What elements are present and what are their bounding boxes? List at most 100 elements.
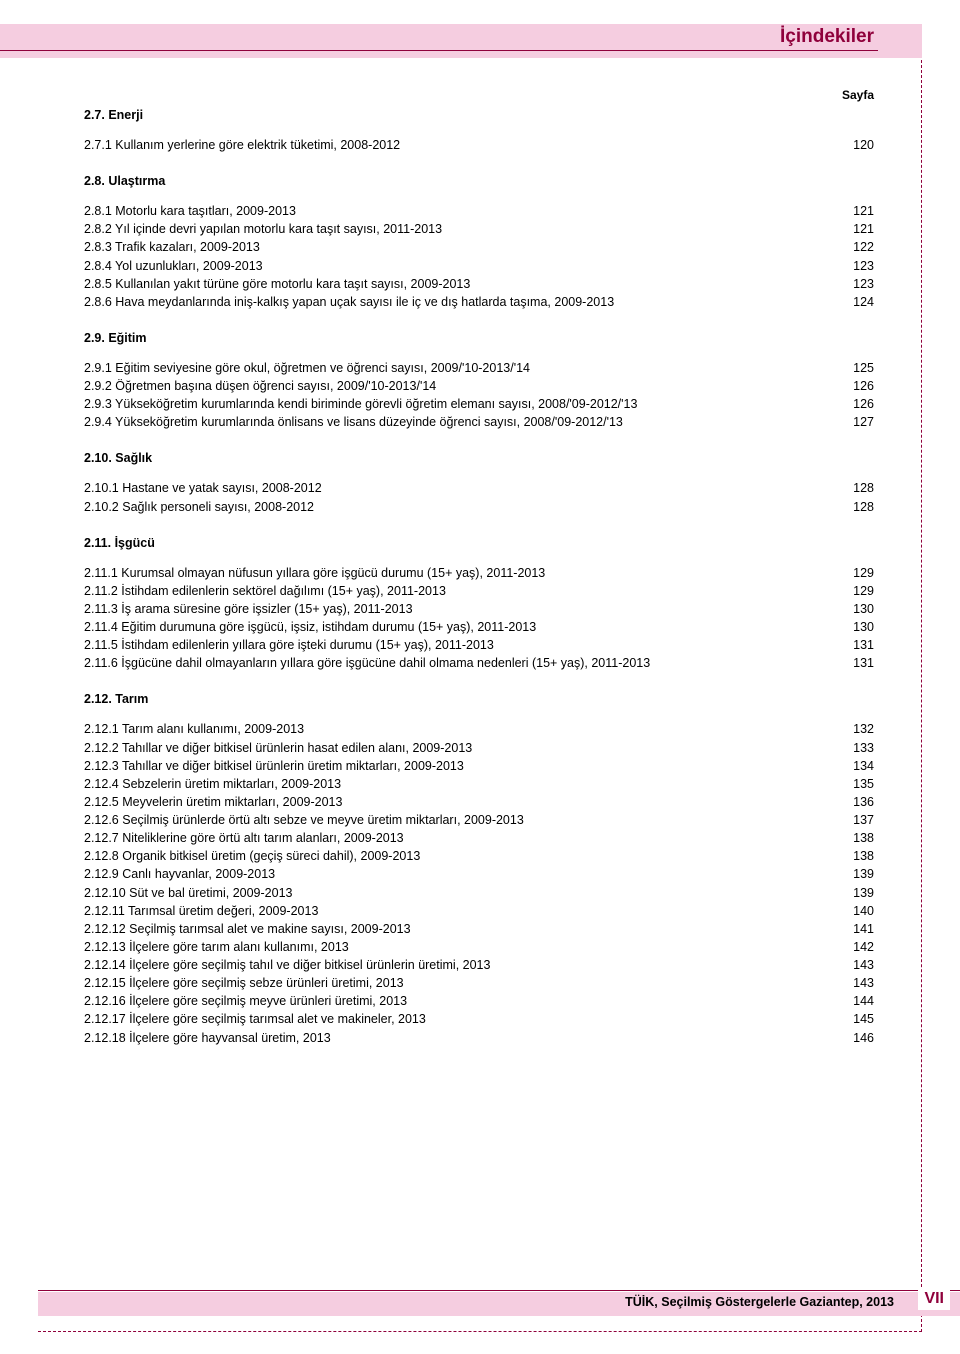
toc-entry: 2.8.3 Trafik kazaları, 2009-2013122 <box>84 238 874 256</box>
toc-entry: 2.10.2 Sağlık personeli sayısı, 2008-201… <box>84 498 874 516</box>
toc-entry-label: 2.8.4 Yol uzunlukları, 2009-2013 <box>84 257 834 275</box>
toc-entry-page: 123 <box>834 257 874 275</box>
toc-entry-label: 2.11.4 Eğitim durumuna göre işgücü, işsi… <box>84 618 834 636</box>
toc-entry-label: 2.12.18 İlçelere göre hayvansal üretim, … <box>84 1029 834 1047</box>
toc-entry-label: 2.11.2 İstihdam edilenlerin sektörel dağ… <box>84 582 834 600</box>
toc-entry: 2.12.9 Canlı hayvanlar, 2009-2013139 <box>84 865 874 883</box>
toc-entry: 2.12.14 İlçelere göre seçilmiş tahıl ve … <box>84 956 874 974</box>
footer-page-number: VII <box>918 1288 950 1310</box>
toc-entry-label: 2.8.3 Trafik kazaları, 2009-2013 <box>84 238 834 256</box>
section-title: 2.12. Tarım <box>84 692 874 706</box>
toc-entry-label: 2.8.2 Yıl içinde devri yapılan motorlu k… <box>84 220 834 238</box>
toc-entry-page: 130 <box>834 618 874 636</box>
toc-entry-label: 2.8.1 Motorlu kara taşıtları, 2009-2013 <box>84 202 834 220</box>
toc-entry-page: 127 <box>834 413 874 431</box>
toc-entry-page: 131 <box>834 636 874 654</box>
section-title: 2.8. Ulaştırma <box>84 174 874 188</box>
toc-entry: 2.8.6 Hava meydanlarında iniş-kalkış yap… <box>84 293 874 311</box>
toc-entry-label: 2.10.1 Hastane ve yatak sayısı, 2008-201… <box>84 479 834 497</box>
toc-entry: 2.8.4 Yol uzunlukları, 2009-2013123 <box>84 257 874 275</box>
footer-band: TÜİK, Seçilmiş Göstergelerle Gaziantep, … <box>38 1292 960 1316</box>
toc-entry: 2.11.6 İşgücüne dahil olmayanların yılla… <box>84 654 874 672</box>
section-gap <box>84 672 874 686</box>
toc-entry-page: 128 <box>834 479 874 497</box>
toc-entry-label: 2.12.11 Tarımsal üretim değeri, 2009-201… <box>84 902 834 920</box>
toc-entry: 2.7.1 Kullanım yerlerine göre elektrik t… <box>84 136 874 154</box>
toc-entry-label: 2.7.1 Kullanım yerlerine göre elektrik t… <box>84 136 834 154</box>
toc-entry-page: 126 <box>834 377 874 395</box>
bottom-dash-border <box>38 1331 922 1332</box>
toc-entry: 2.9.1 Eğitim seviyesine göre okul, öğret… <box>84 359 874 377</box>
toc-entry-label: 2.11.6 İşgücüne dahil olmayanların yılla… <box>84 654 834 672</box>
toc-entry: 2.12.4 Sebzelerin üretim miktarları, 200… <box>84 775 874 793</box>
toc-entry: 2.12.1 Tarım alanı kullanımı, 2009-20131… <box>84 720 874 738</box>
toc-entry: 2.8.1 Motorlu kara taşıtları, 2009-20131… <box>84 202 874 220</box>
toc-entry-label: 2.11.1 Kurumsal olmayan nüfusun yıllara … <box>84 564 834 582</box>
toc-entry: 2.9.3 Yükseköğretim kurumlarında kendi b… <box>84 395 874 413</box>
toc-entry-page: 145 <box>834 1010 874 1028</box>
toc-entry-label: 2.12.12 Seçilmiş tarımsal alet ve makine… <box>84 920 834 938</box>
toc-entry-label: 2.11.3 İş arama süresine göre işsizler (… <box>84 600 834 618</box>
toc-entry-page: 125 <box>834 359 874 377</box>
header-band: İçindekiler <box>0 24 922 58</box>
toc-entry-label: 2.12.4 Sebzelerin üretim miktarları, 200… <box>84 775 834 793</box>
toc-entry-page: 129 <box>834 582 874 600</box>
toc-entry-page: 136 <box>834 793 874 811</box>
toc-entry: 2.12.18 İlçelere göre hayvansal üretim, … <box>84 1029 874 1047</box>
toc-entry: 2.12.3 Tahıllar ve diğer bitkisel ürünle… <box>84 757 874 775</box>
toc-entry-label: 2.12.9 Canlı hayvanlar, 2009-2013 <box>84 865 834 883</box>
toc-entry-label: 2.12.17 İlçelere göre seçilmiş tarımsal … <box>84 1010 834 1028</box>
toc-entry-label: 2.8.6 Hava meydanlarında iniş-kalkış yap… <box>84 293 834 311</box>
section-title: 2.9. Eğitim <box>84 331 874 345</box>
toc-entry-page: 137 <box>834 811 874 829</box>
toc-entry: 2.12.12 Seçilmiş tarımsal alet ve makine… <box>84 920 874 938</box>
toc-entry-page: 139 <box>834 865 874 883</box>
toc-entry-label: 2.9.3 Yükseköğretim kurumlarında kendi b… <box>84 395 834 413</box>
toc-entry-label: 2.12.5 Meyvelerin üretim miktarları, 200… <box>84 793 834 811</box>
toc-entry: 2.12.6 Seçilmiş ürünlerde örtü altı sebz… <box>84 811 874 829</box>
toc-entry-page: 142 <box>834 938 874 956</box>
toc-entry-page: 140 <box>834 902 874 920</box>
toc-entry: 2.11.5 İstihdam edilenlerin yıllara göre… <box>84 636 874 654</box>
footer-line <box>38 1290 960 1291</box>
toc-entry: 2.8.2 Yıl içinde devri yapılan motorlu k… <box>84 220 874 238</box>
footer-text: TÜİK, Seçilmiş Göstergelerle Gaziantep, … <box>625 1295 894 1309</box>
section-title: 2.7. Enerji <box>84 108 874 122</box>
toc-sections: 2.7. Enerji 2.7.1 Kullanım yerlerine göre… <box>84 108 874 1061</box>
toc-entry-page: 131 <box>834 654 874 672</box>
toc-entry-label: 2.12.13 İlçelere göre tarım alanı kullan… <box>84 938 834 956</box>
toc-entry-page: 123 <box>834 275 874 293</box>
toc-entry: 2.8.5 Kullanılan yakıt türüne göre motor… <box>84 275 874 293</box>
toc-entry-page: 129 <box>834 564 874 582</box>
toc-content: Sayfa 2.7. Enerji 2.7.1 Kullanım yerlerin… <box>84 88 874 1061</box>
toc-entry-page: 121 <box>834 202 874 220</box>
toc-entry-label: 2.8.5 Kullanılan yakıt türüne göre motor… <box>84 275 834 293</box>
toc-entry: 2.9.4 Yükseköğretim kurumlarında önlisan… <box>84 413 874 431</box>
toc-entry: 2.11.3 İş arama süresine göre işsizler (… <box>84 600 874 618</box>
toc-entry-page: 139 <box>834 884 874 902</box>
toc-entry: 2.10.1 Hastane ve yatak sayısı, 2008-201… <box>84 479 874 497</box>
toc-entry-label: 2.9.1 Eğitim seviyesine göre okul, öğret… <box>84 359 834 377</box>
toc-entry-label: 2.12.2 Tahıllar ve diğer bitkisel ürünle… <box>84 739 834 757</box>
toc-entry-page: 143 <box>834 974 874 992</box>
toc-entry-page: 146 <box>834 1029 874 1047</box>
toc-entry: 2.12.5 Meyvelerin üretim miktarları, 200… <box>84 793 874 811</box>
toc-entry-label: 2.12.3 Tahıllar ve diğer bitkisel ürünle… <box>84 757 834 775</box>
section-gap <box>84 311 874 325</box>
toc-entry-page: 128 <box>834 498 874 516</box>
section-gap <box>84 1047 874 1061</box>
toc-entry: 2.12.10 Süt ve bal üretimi, 2009-2013139 <box>84 884 874 902</box>
toc-entry: 2.12.13 İlçelere göre tarım alanı kullan… <box>84 938 874 956</box>
toc-entry: 2.11.1 Kurumsal olmayan nüfusun yıllara … <box>84 564 874 582</box>
toc-entry-page: 141 <box>834 920 874 938</box>
toc-entry-page: 121 <box>834 220 874 238</box>
toc-entry: 2.12.15 İlçelere göre seçilmiş sebze ürü… <box>84 974 874 992</box>
header-underline <box>0 50 878 51</box>
toc-entry-page: 143 <box>834 956 874 974</box>
toc-entry-page: 138 <box>834 847 874 865</box>
toc-entry-page: 138 <box>834 829 874 847</box>
toc-entry-label: 2.12.16 İlçelere göre seçilmiş meyve ürü… <box>84 992 834 1010</box>
toc-entry-page: 124 <box>834 293 874 311</box>
toc-entry-label: 2.12.7 Niteliklerine göre örtü altı tarı… <box>84 829 834 847</box>
page-column-label: Sayfa <box>84 88 874 102</box>
